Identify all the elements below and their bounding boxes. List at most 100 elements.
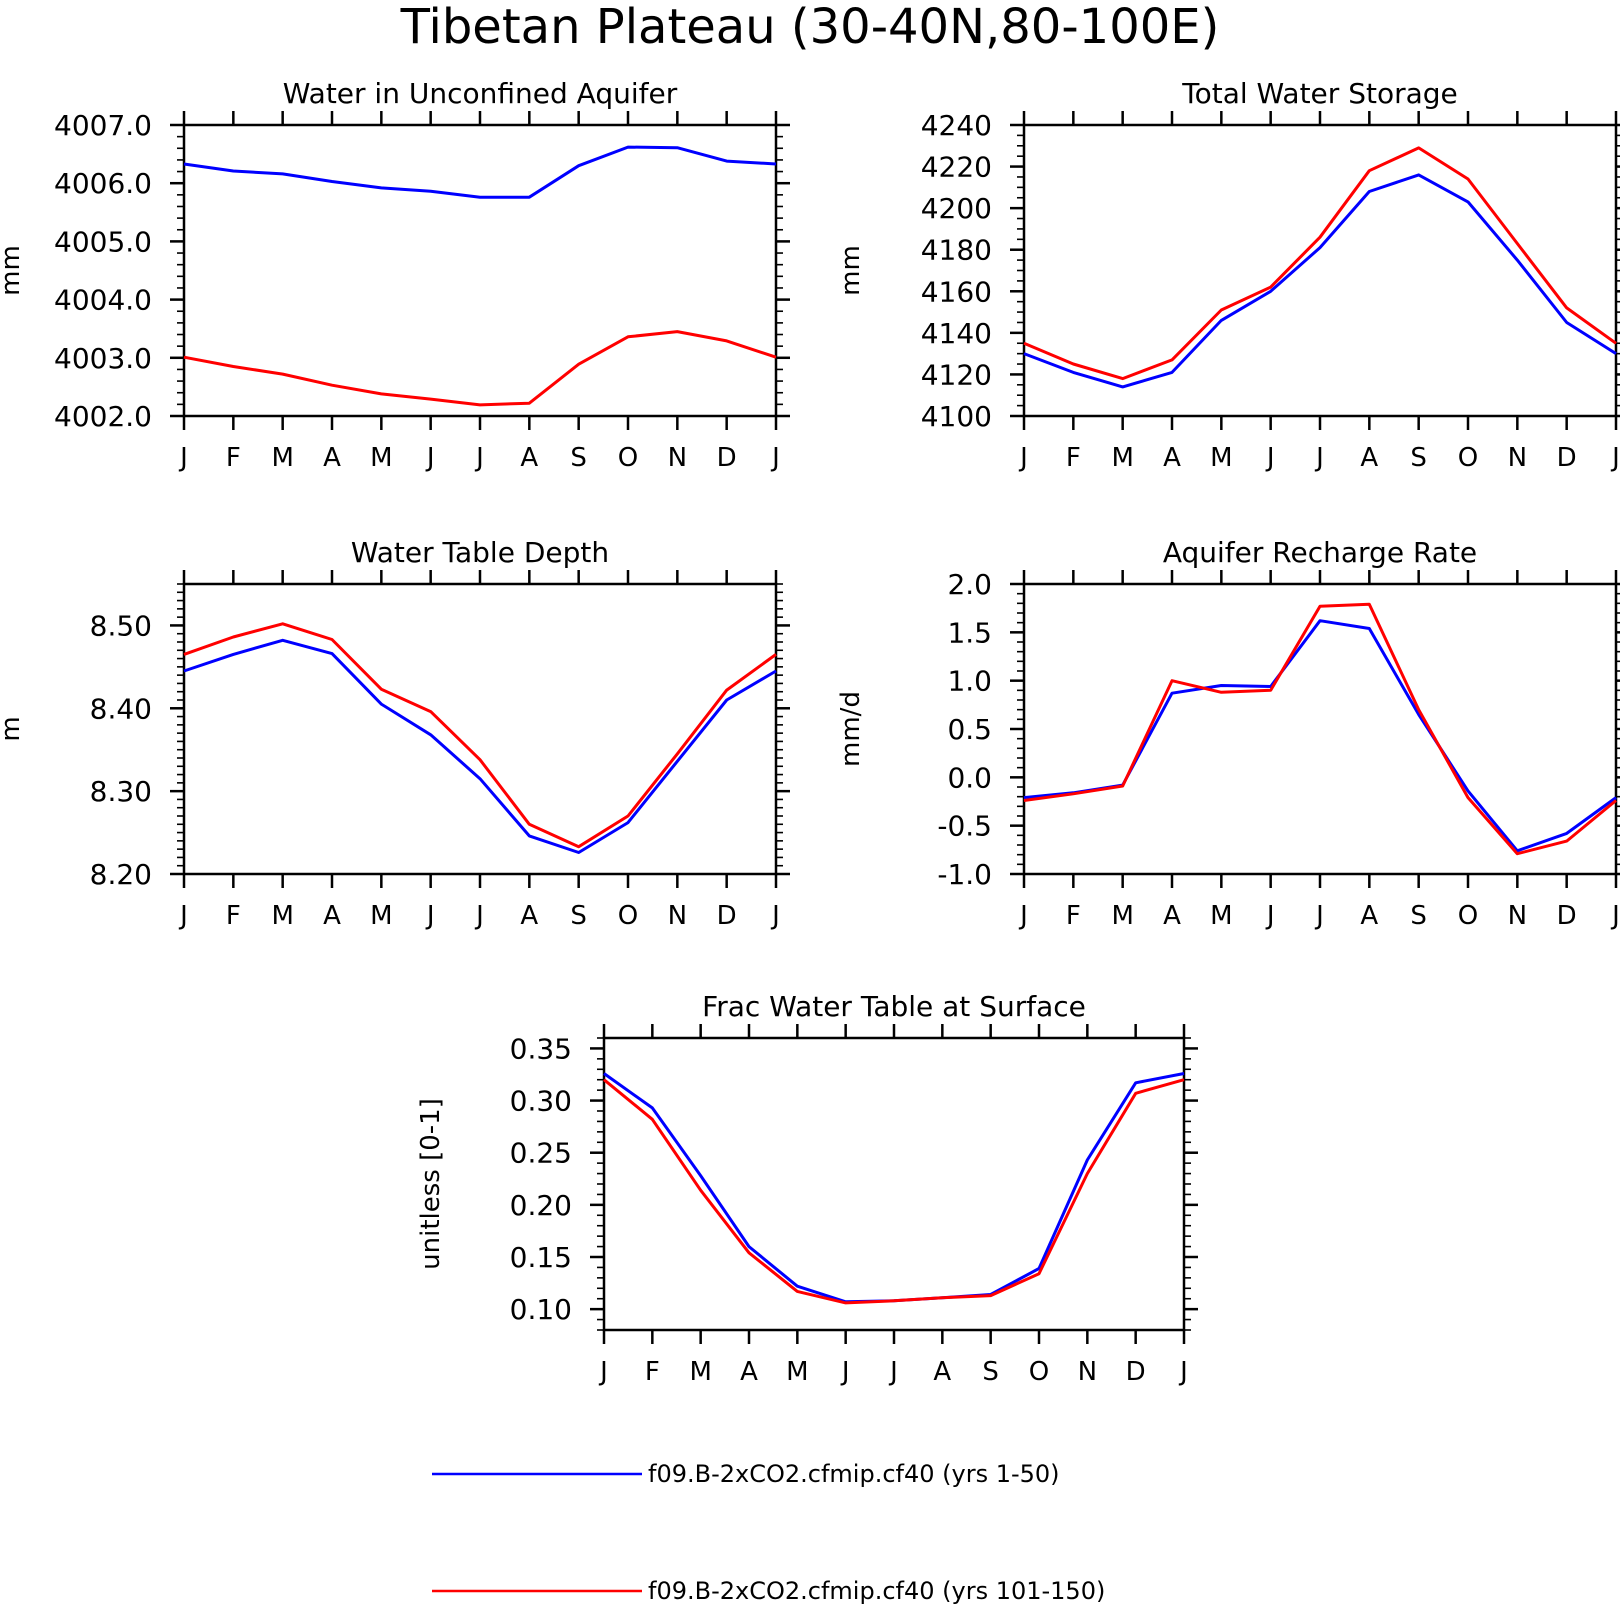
water-table-depth-x-tick-label: A <box>520 901 538 931</box>
water-in-unconfined-aquifer-x-tick-label: A <box>323 443 341 473</box>
water-table-depth-series-line-yrs-1-50 <box>183 638 777 854</box>
frac-water-table-at-surface-x-tick-label: J <box>840 1357 850 1387</box>
water-in-unconfined-aquifer-x-tick-label: M <box>271 443 293 473</box>
frac-water-table-at-surface-x-tick-label: M <box>689 1357 711 1387</box>
water-in-unconfined-aquifer-x-tick-label: J <box>425 443 435 473</box>
water-in-unconfined-aquifer-y-tick-label: 4007.0 <box>54 109 152 142</box>
total-water-storage-y-tick-label: 4240 <box>921 109 992 142</box>
aquifer-recharge-rate-x-tick-label: A <box>1360 901 1378 931</box>
aquifer-recharge-rate-x-tick-label: M <box>1210 901 1232 931</box>
aquifer-recharge-rate-y-tick-label: -0.5 <box>937 810 992 843</box>
aquifer-recharge-rate-series-line-yrs-1-50 <box>1023 619 1617 853</box>
water-in-unconfined-aquifer-y-tick-label: 4003.0 <box>54 342 152 375</box>
water-in-unconfined-aquifer-x-tick-label: J <box>770 443 780 473</box>
total-water-storage-x-tick-label: F <box>1066 443 1081 473</box>
aquifer-recharge-rate-series-line-yrs-101-150 <box>1023 602 1617 856</box>
water-table-depth-y-tick-label: 8.40 <box>90 692 152 725</box>
total-water-storage-y-tick-label: 4200 <box>921 192 992 225</box>
frac-water-table-at-surface-x-tick-label: A <box>740 1357 758 1387</box>
total-water-storage-y-axis-label: mm <box>836 245 866 296</box>
legend-label-yrs-101-150: f09.B-2xCO2.cfmip.cf40 (yrs 101-150) <box>648 1577 1105 1605</box>
water-in-unconfined-aquifer-y-tick-label: 4002.0 <box>54 400 152 433</box>
total-water-storage-title: Total Water Storage <box>1181 77 1458 110</box>
total-water-storage-y-tick-label: 4160 <box>921 275 992 308</box>
water-table-depth-x-tick-label: N <box>668 901 687 931</box>
water-in-unconfined-aquifer-series-line-yrs-1-50 <box>183 145 777 199</box>
water-table-depth-title: Water Table Depth <box>351 536 609 569</box>
water-in-unconfined-aquifer-x-tick-label: J <box>178 443 188 473</box>
water-table-depth-y-axis-label: m <box>0 716 26 741</box>
water-in-unconfined-aquifer-title: Water in Unconfined Aquifer <box>283 77 678 110</box>
aquifer-recharge-rate-x-tick-label: A <box>1163 901 1181 931</box>
frac-water-table-at-surface-series-line-yrs-1-50 <box>603 1072 1185 1304</box>
aquifer-recharge-rate-y-tick-label: 1.5 <box>947 616 992 649</box>
total-water-storage-x-tick-label: J <box>1314 443 1324 473</box>
total-water-storage-x-tick-label: D <box>1557 443 1577 473</box>
aquifer-recharge-rate-y-tick-label: -1.0 <box>937 858 992 891</box>
total-water-storage-y-tick-label: 4140 <box>921 317 992 350</box>
aquifer-recharge-rate-x-tick-label: F <box>1066 901 1081 931</box>
frac-water-table-at-surface-x-tick-label: O <box>1029 1357 1049 1387</box>
water-table-depth-y-tick-label: 8.30 <box>90 775 152 808</box>
water-in-unconfined-aquifer-x-tick-label: D <box>717 443 737 473</box>
total-water-storage-x-tick-label: J <box>1018 443 1028 473</box>
water-table-depth-x-tick-label: J <box>425 901 435 931</box>
water-in-unconfined-aquifer-y-axis-label: mm <box>0 245 26 296</box>
aquifer-recharge-rate-x-tick-label: O <box>1458 901 1478 931</box>
frac-water-table-at-surface-x-tick-label: D <box>1126 1357 1146 1387</box>
water-table-depth-series-line-yrs-101-150 <box>183 622 777 849</box>
water-in-unconfined-aquifer-x-tick-label: S <box>570 443 587 473</box>
frac-water-table-at-surface-x-tick-label: J <box>1178 1357 1188 1387</box>
aquifer-recharge-rate-x-tick-label: S <box>1410 901 1427 931</box>
frac-water-table-at-surface-x-tick-label: J <box>598 1357 608 1387</box>
frac-water-table-at-surface-y-tick-label: 0.25 <box>510 1137 572 1170</box>
legend: f09.B-2xCO2.cfmip.cf40 (yrs 1-50) f09.B-… <box>432 1460 1105 1605</box>
water-in-unconfined-aquifer-x-tick-label: J <box>474 443 484 473</box>
total-water-storage-y-tick-label: 4220 <box>921 151 992 184</box>
chart-water-table-depth: Water Table DepthmJFMAMJJASONDJ8.208.308… <box>0 536 790 931</box>
total-water-storage-x-tick-label: N <box>1508 443 1527 473</box>
total-water-storage-y-tick-label: 4120 <box>921 358 992 391</box>
legend-label-yrs-1-50: f09.B-2xCO2.cfmip.cf40 (yrs 1-50) <box>648 1460 1060 1488</box>
total-water-storage-y-tick-label: 4180 <box>921 234 992 267</box>
total-water-storage-y-tick-label: 4100 <box>921 400 992 433</box>
frac-water-table-at-surface-title: Frac Water Table at Surface <box>702 990 1086 1023</box>
aquifer-recharge-rate-x-tick-label: J <box>1018 901 1028 931</box>
frac-water-table-at-surface-x-tick-label: S <box>982 1357 999 1387</box>
frac-water-table-at-surface-y-tick-label: 0.35 <box>510 1032 572 1065</box>
total-water-storage-x-tick-label: J <box>1610 443 1620 473</box>
frac-water-table-at-surface-x-tick-label: A <box>933 1357 951 1387</box>
water-table-depth-x-tick-label: D <box>717 901 737 931</box>
water-table-depth-x-tick-label: O <box>618 901 638 931</box>
aquifer-recharge-rate-x-tick-label: D <box>1557 901 1577 931</box>
chart-frac-water-table-at-surface: Frac Water Table at Surface unitless [0-1… <box>416 990 1198 1387</box>
water-in-unconfined-aquifer-x-tick-label: A <box>520 443 538 473</box>
water-table-depth-x-tick-label: M <box>370 901 392 931</box>
total-water-storage-x-tick-label: J <box>1265 443 1275 473</box>
aquifer-recharge-rate-y-axis-label: mm/d <box>836 691 866 767</box>
aquifer-recharge-rate-y-tick-label: 0.0 <box>947 761 992 794</box>
aquifer-recharge-rate-x-tick-label: N <box>1508 901 1527 931</box>
total-water-storage-x-tick-label: M <box>1111 443 1133 473</box>
aquifer-recharge-rate-y-tick-label: 2.0 <box>947 568 992 601</box>
frac-water-table-at-surface-x-tick-label: M <box>786 1357 808 1387</box>
frac-water-table-at-surface-y-axis-label: unitless [0-1] <box>416 1098 446 1270</box>
water-in-unconfined-aquifer-y-tick-label: 4005.0 <box>54 225 152 258</box>
water-in-unconfined-aquifer-x-tick-label: N <box>668 443 687 473</box>
water-in-unconfined-aquifer-x-tick-label: O <box>618 443 638 473</box>
water-table-depth-x-tick-label: S <box>570 901 587 931</box>
water-table-depth-x-tick-label: M <box>271 901 293 931</box>
frac-water-table-at-surface-x-tick-label: J <box>888 1357 898 1387</box>
frac-water-table-at-surface-plot-frame <box>602 1036 1186 1332</box>
water-in-unconfined-aquifer-x-tick-label: M <box>370 443 392 473</box>
aquifer-recharge-rate-x-tick-label: J <box>1610 901 1620 931</box>
aquifer-recharge-rate-plot-frame <box>1022 582 1618 876</box>
aquifer-recharge-rate-x-tick-label: J <box>1314 901 1324 931</box>
water-in-unconfined-aquifer-x-tick-label: F <box>226 443 241 473</box>
total-water-storage-x-tick-label: A <box>1360 443 1378 473</box>
frac-water-table-at-surface-y-tick-label: 0.15 <box>510 1241 572 1274</box>
